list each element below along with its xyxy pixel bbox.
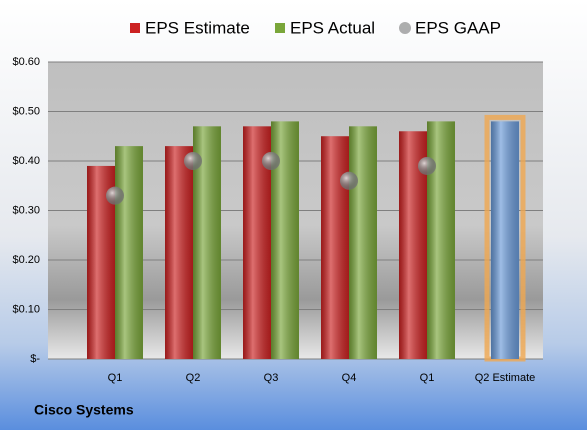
bar-shine: [115, 146, 143, 359]
legend-marker: [275, 23, 285, 33]
bar-shine: [349, 126, 377, 359]
gaap-shine: [184, 152, 202, 170]
y-tick-label: $0.40: [12, 155, 40, 167]
x-tick-label: Q1: [420, 372, 435, 384]
bar-shine: [427, 121, 455, 360]
y-tick-label: $0.50: [12, 105, 40, 117]
legend-label: EPS GAAP: [415, 18, 501, 37]
x-tick-label: Q3: [264, 372, 279, 384]
y-tick-label: $-: [30, 353, 40, 365]
chart-title: Cisco Systems: [34, 402, 134, 418]
y-tick-label: $0.10: [12, 303, 40, 315]
y-tick-label: $0.20: [12, 254, 40, 266]
bar-shine: [165, 146, 193, 359]
bar-shine: [491, 121, 519, 360]
legend-label: EPS Actual: [290, 18, 375, 37]
y-tick-label: $0.60: [12, 56, 40, 68]
x-tick-label: Q2 Estimate: [475, 372, 536, 384]
gaap-shine: [262, 152, 280, 170]
legend-label: EPS Estimate: [145, 18, 250, 37]
gaap-shine: [106, 186, 124, 205]
gaap-shine: [340, 171, 358, 190]
gaap-shine: [418, 156, 436, 175]
legend-marker: [399, 22, 411, 34]
bar-shine: [321, 136, 349, 359]
legend-marker: [130, 23, 140, 33]
x-tick-label: Q4: [342, 372, 357, 384]
x-tick-label: Q1: [108, 372, 123, 384]
y-tick-label: $0.30: [12, 204, 40, 216]
x-tick-label: Q2: [186, 372, 201, 384]
